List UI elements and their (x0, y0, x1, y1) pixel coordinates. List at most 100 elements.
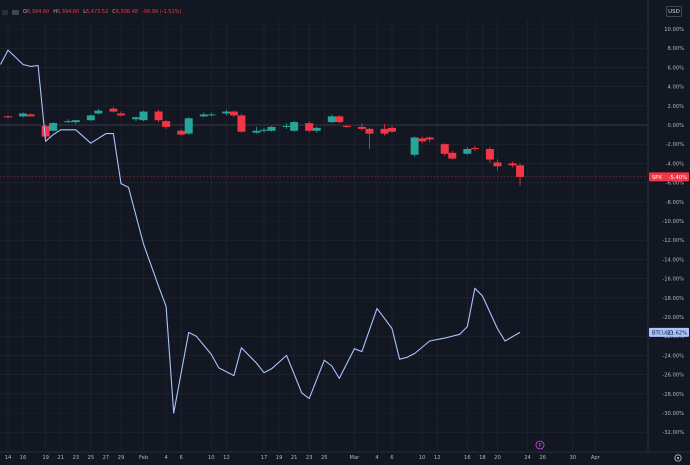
btc-price-label-bg (649, 327, 689, 337)
candle-body (139, 111, 148, 121)
candle-body (335, 116, 344, 123)
y-tick-label: -4.00% (666, 161, 684, 167)
currency-button[interactable]: USD (666, 6, 682, 17)
candle-body (440, 144, 449, 154)
symbol-icon[interactable] (2, 9, 8, 15)
y-tick-label: 10.00% (664, 27, 684, 33)
y-tick-label: -26.00% (662, 373, 684, 379)
candle-body (516, 165, 525, 177)
y-tick-label: 4.00% (668, 85, 685, 91)
ohlc-low-value: 6,473.52 (86, 9, 109, 15)
candle-body (154, 111, 163, 121)
y-tick-label: -20.00% (662, 315, 684, 321)
y-tick-label: -22.00% (662, 334, 684, 340)
x-tick-label: 4 (164, 455, 168, 461)
x-tick-label: 20 (494, 455, 501, 461)
candle-layer (0, 106, 648, 186)
x-tick-label: 29 (118, 455, 125, 461)
event-marker: P (535, 440, 545, 450)
y-tick-label: 6.00% (668, 65, 685, 71)
x-tick-label: 25 (321, 455, 328, 461)
spx-price-label-value: -5.40% (669, 175, 687, 181)
candle-body (493, 162, 502, 167)
x-tick-label: 24 (524, 455, 531, 461)
candle-body (508, 163, 517, 166)
btc-line (0, 49, 521, 414)
x-tick-label: 12 (434, 455, 441, 461)
candle-body (237, 115, 246, 132)
x-tick-label: 10 (208, 455, 215, 461)
ohlc-change-value: -99.99 (-1.51%) (142, 9, 182, 15)
candle-body (448, 152, 457, 159)
y-tick-label: -30.00% (662, 411, 684, 417)
candle-body (222, 111, 231, 114)
candle-body (425, 137, 434, 140)
y-tick-label: -32.00% (662, 430, 684, 436)
y-tick-label: -10.00% (662, 219, 684, 225)
x-tick-label: Mar (349, 455, 360, 461)
x-tick-label: 21 (57, 455, 64, 461)
y-tick-label: -12.00% (662, 238, 684, 244)
visibility-icon[interactable] (12, 9, 19, 15)
event-marker-letter: P (538, 443, 541, 449)
x-tick-label: 27 (103, 455, 110, 461)
candle-body (342, 125, 351, 127)
event-marker-circle (535, 440, 545, 450)
candle-body (94, 110, 103, 114)
candle-body (327, 116, 336, 123)
x-tick-label: Apr (591, 455, 601, 461)
candle-body (177, 130, 186, 135)
spx-price-label: SPX -5.40% (649, 172, 689, 182)
candle-body (41, 125, 50, 137)
label-layer: SPX -5.40% BTCUSD-21.62% P (535, 172, 689, 462)
btc-price-label-value: -21.62% (665, 330, 687, 336)
candle-body (199, 114, 208, 117)
candle-body (26, 114, 35, 117)
x-tick-label: 26 (539, 455, 546, 461)
candle-body (418, 138, 427, 142)
candle-body (365, 128, 374, 134)
y-tick-label: 8.00% (668, 46, 685, 52)
candle-body (207, 114, 216, 116)
candle-body (290, 122, 299, 131)
candle-body (380, 128, 389, 134)
x-tick-label: 6 (180, 455, 183, 461)
y-tick-label: -18.00% (662, 296, 684, 302)
ohlc-high-label: H (53, 9, 57, 15)
ohlc-close-label: C (112, 9, 116, 15)
candle-body (19, 113, 28, 117)
x-tick-label: 10 (419, 455, 426, 461)
x-tick-label: 18 (479, 455, 486, 461)
ohlc-low-label: L (83, 9, 87, 15)
gear-icon (674, 454, 682, 462)
candle-body (71, 120, 80, 123)
candle-body (463, 149, 472, 154)
candle-body (116, 113, 125, 116)
candle-body (184, 118, 193, 134)
candle-body (132, 117, 141, 120)
candle-body (305, 123, 314, 131)
candle-body (260, 129, 269, 131)
candle-body (267, 126, 276, 131)
y-tick-label: 0.00% (668, 123, 685, 129)
line-layer (0, 49, 521, 414)
ohlc-high-value: 6,394.60 (56, 9, 80, 15)
x-tick-label: 17 (261, 455, 268, 461)
x-tick-label: 6 (390, 455, 393, 461)
candle-body (64, 121, 73, 123)
y-tick-label: -14.00% (662, 257, 684, 263)
candle-body (162, 121, 171, 127)
x-tick-label: 23 (72, 455, 79, 461)
y-tick-label: -8.00% (666, 200, 684, 206)
x-tick-label: 23 (306, 455, 313, 461)
x-tick-label: Feb (139, 455, 149, 461)
x-tick-label: 19 (276, 455, 283, 461)
candle-body (485, 149, 494, 160)
candle-body (388, 127, 397, 132)
x-tick-label: 25 (88, 455, 95, 461)
candle-body (282, 125, 291, 127)
grid-layer (0, 20, 648, 450)
